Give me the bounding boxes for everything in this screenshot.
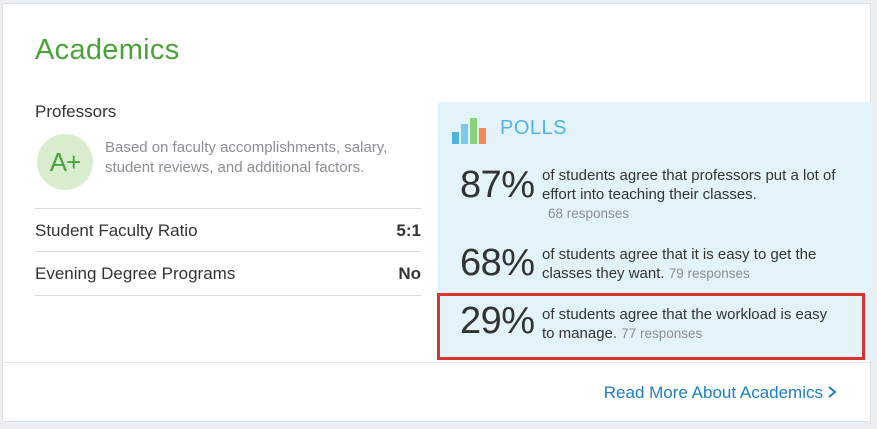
fact-row-evening-degree-programs: Evening Degree Programs No (35, 251, 421, 296)
polls-title: POLLS (500, 117, 567, 139)
grade-description: Based on faculty accomplishments, salary… (105, 139, 388, 176)
bar-chart-icon (452, 118, 486, 144)
professors-label: Professors (35, 102, 117, 121)
poll-responses: 68 responses (548, 206, 630, 221)
academics-card: Academics Professors A+ Based on faculty… (2, 3, 872, 422)
poll-responses: 77 responses (621, 326, 703, 341)
poll-text-block: of students agree that professors put a … (542, 166, 860, 223)
poll-percent: 87% (460, 164, 535, 206)
chevron-right-icon (828, 386, 837, 398)
read-more-label: Read More About Academics (603, 383, 823, 402)
footer-divider (3, 362, 872, 363)
section-title: Academics (35, 34, 180, 66)
poll-percent: 68% (460, 242, 535, 284)
poll-statement: of students agree that it is easy to get… (542, 246, 817, 282)
poll-responses: 79 responses (668, 266, 750, 281)
grade-badge: A+ (37, 134, 93, 190)
poll-percent: 29% (460, 300, 535, 342)
poll-text-block: of students agree that the workload is e… (542, 305, 832, 343)
poll-text-block: of students agree that it is easy to get… (542, 245, 860, 283)
fact-label: Evening Degree Programs (35, 264, 236, 283)
poll-item: 68% of students agree that it is easy to… (438, 240, 872, 290)
poll-statement: of students agree that professors put a … (542, 167, 836, 203)
fact-label: Student Faculty Ratio (35, 221, 198, 240)
left-column: Professors A+ Based on faculty accomplis… (35, 102, 421, 296)
polls-panel: POLLS 87% of students agree that profess… (438, 102, 872, 360)
poll-item: 87% of students agree that professors pu… (438, 162, 872, 222)
fact-value: 5:1 (396, 221, 421, 240)
poll-item: 29% of students agree that the workload … (438, 300, 872, 350)
fact-row-student-faculty-ratio: Student Faculty Ratio 5:1 (35, 208, 421, 251)
professors-grade-row: A+ Based on faculty accomplishments, sal… (35, 132, 421, 192)
read-more-link[interactable]: Read More About Academics (604, 383, 838, 403)
fact-value: No (398, 264, 421, 283)
poll-statement: of students agree that the workload is e… (542, 306, 828, 342)
